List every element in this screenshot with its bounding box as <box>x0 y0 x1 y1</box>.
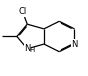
Text: N: N <box>71 40 78 49</box>
Text: N: N <box>24 44 30 53</box>
Text: H: H <box>29 47 35 53</box>
Text: Cl: Cl <box>18 7 27 16</box>
